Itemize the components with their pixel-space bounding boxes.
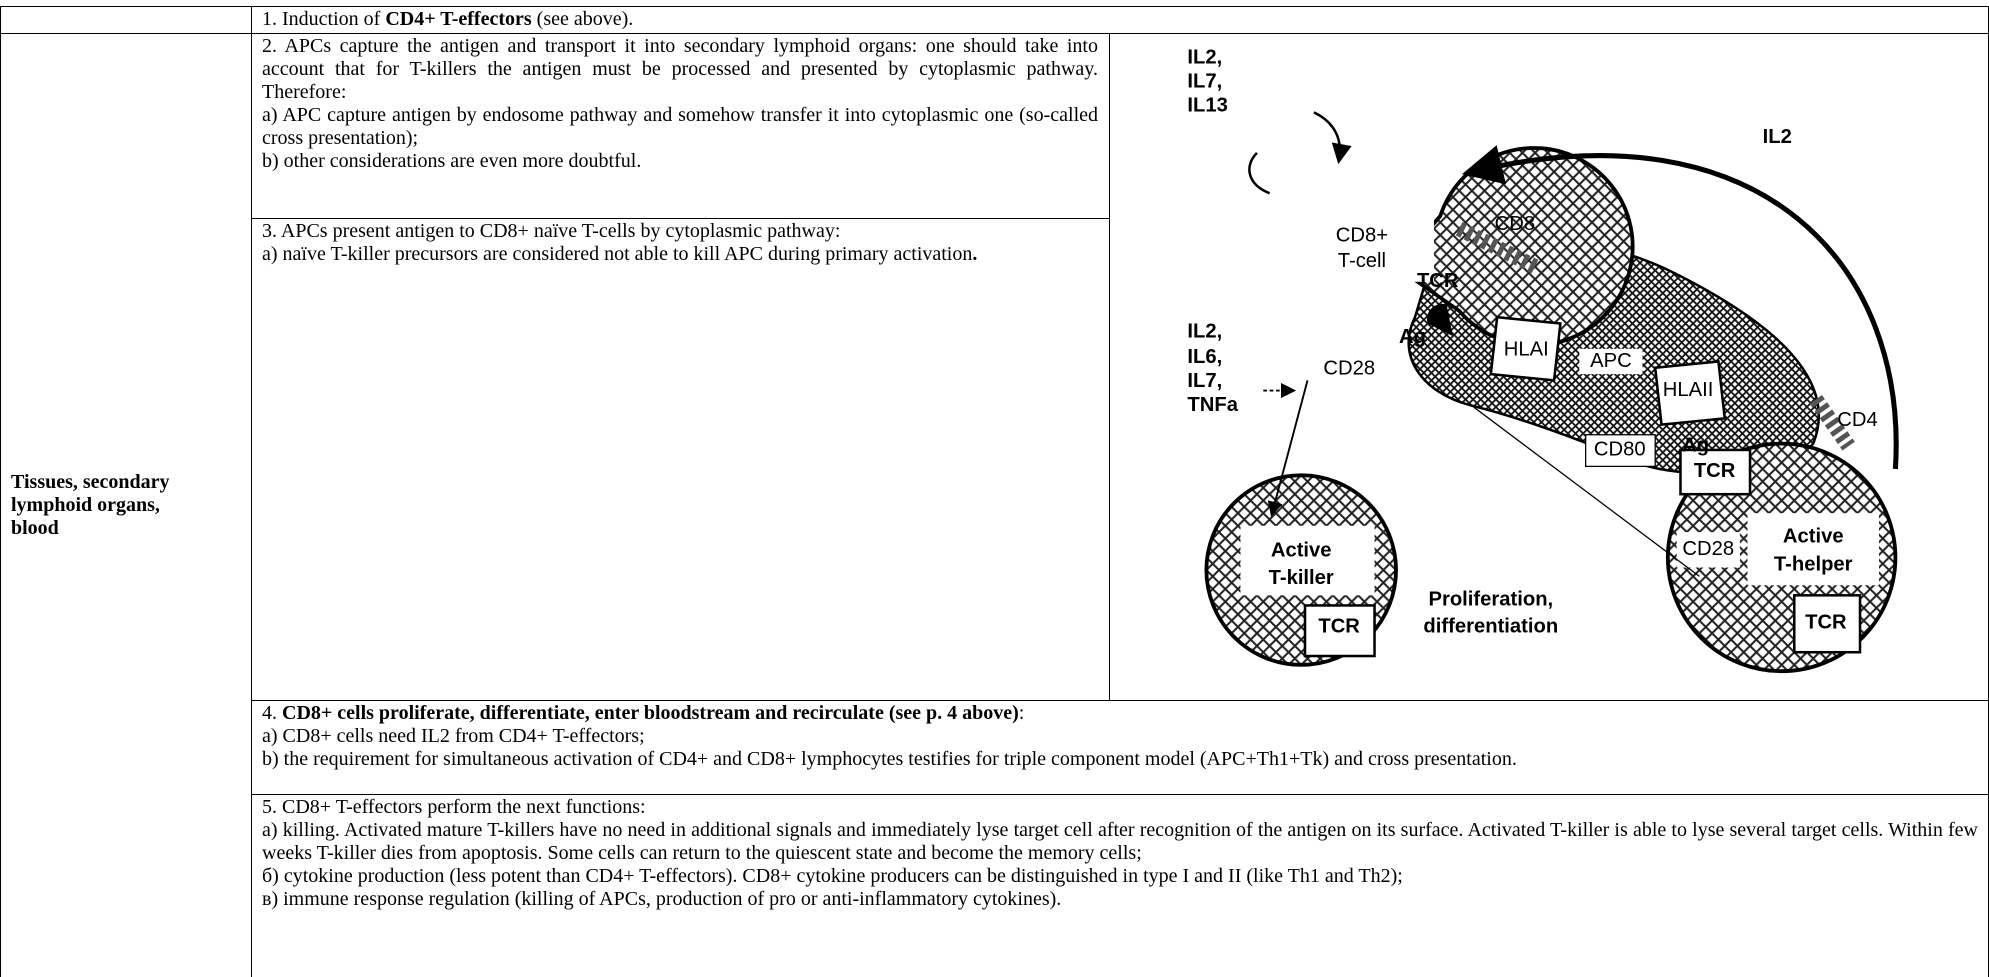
text: . [972,243,978,265]
paragraph: б) cytokine production (less potent than… [262,865,1403,887]
text: a) naïve T-killer precursors are conside… [262,243,973,265]
rule [0,33,1989,34]
diagram: IL2,IL7,IL13IL2CD8+T-cellCD8TCRAgHLAIAPC… [1187,46,1899,674]
step-1: 1. Induction of CD4+ T-effectors (see ab… [251,7,1989,33]
diagram-label: IL13 [1187,94,1227,116]
rule [251,700,1989,701]
diagram-label: IL2, [1187,321,1222,343]
diagram-label: CD8 [1495,213,1535,235]
text: CD4+ T-effectors [385,8,532,30]
diagram-label: IL2 [1763,126,1792,148]
paragraph: 5. CD8+ T-effectors perform the next fun… [262,796,646,818]
paragraph: a) naïve T-killer precursors are conside… [262,243,1098,266]
diagram-label: CD28 [1323,357,1375,379]
paragraph: 4. CD8+ cells proliferate, differentiate… [262,702,1978,725]
diagram-label: IL2, [1187,46,1222,68]
paragraph: a) CD8+ cells need IL2 from CD4+ T-effec… [262,725,645,747]
side-label: Tissues, secondary lymphoid organs, bloo… [0,34,251,977]
diagram-label: CD80 [1594,438,1646,460]
paragraph: в) immune response regulation (killing o… [262,888,1062,910]
diagram-label: Active [1783,526,1844,548]
diagram-label: T-helper [1774,553,1853,575]
diagram-label: CD8+ [1336,225,1388,247]
diagram-label: IL7, [1187,70,1222,92]
rule [0,6,1,977]
diagram-label: TCR [1318,615,1360,637]
text: 4. [262,702,282,724]
step-3: 3. APCs present antigen to CD8+ naïve T-… [251,219,1109,700]
rule [251,6,252,977]
text: Tissues, secondary lymphoid organs, bloo… [11,471,170,539]
diagram-label: Ag [1399,326,1426,348]
diagram-label: IL6, [1187,346,1222,368]
rule [251,794,1989,795]
diagram-label: T-cell [1338,250,1386,272]
paragraph: 3. APCs present antigen to CD8+ naïve T-… [262,220,841,242]
paragraph: a) killing. Activated mature T-killers h… [262,819,1978,864]
diagram-label: CD28 [1682,538,1734,560]
paragraph: b) the requirement for simultaneous acti… [262,748,1517,770]
rule [1109,33,1110,700]
diagram-label: Active [1271,539,1332,561]
diagram-label: differentiation [1423,615,1558,637]
step-2: 2. APCs capture the antigen and transpor… [251,34,1109,218]
diagram-label: HLAII [1663,379,1714,401]
rule [0,6,1989,7]
paragraph: 2. APCs capture the antigen and transpor… [262,35,1098,103]
diagram-label: TNFa [1187,394,1238,416]
diagram-label: Proliferation, [1428,589,1553,611]
rule [251,218,1109,219]
text: : [1018,702,1025,724]
diagram-label: TCR [1805,611,1847,633]
diagram-label: CD4 [1837,409,1877,431]
text: (see above). [531,8,634,30]
diagram-label: HLAI [1504,338,1549,360]
diagram-label: T-killer [1269,567,1334,589]
diagram-label: TCR [1694,460,1736,482]
text: CD8+ cells proliferate, differentiate, e… [282,702,1019,724]
step-5: 5. CD8+ T-effectors perform the next fun… [251,795,1989,977]
step-4: 4. CD8+ cells proliferate, differentiate… [251,701,1989,794]
text: 1. Induction of [262,8,386,30]
paragraph: b) other considerations are even more do… [262,150,642,172]
diagram-label: IL7, [1187,370,1222,392]
shapes [1204,111,1899,674]
diagram-label: Ag [1682,434,1709,456]
diagram-label: APC [1590,350,1632,372]
paragraph: a) APC capture antigen by endosome pathw… [262,104,1098,149]
diagram-label: TCR [1417,270,1459,292]
